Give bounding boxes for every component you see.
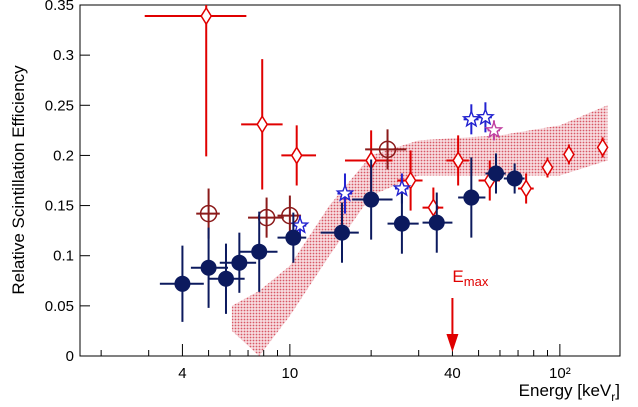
x-tick-label: 4 (178, 365, 186, 382)
marker (475, 107, 495, 126)
marker (256, 114, 269, 134)
marker (506, 170, 523, 187)
marker (290, 146, 303, 165)
annotation: Emax (452, 267, 488, 289)
marker (281, 206, 299, 225)
marker (520, 179, 533, 198)
band-layer (231, 105, 608, 356)
x-axis-label-sub: r (611, 390, 615, 404)
marker (334, 224, 351, 241)
uncertainty-band (231, 105, 608, 356)
marker (541, 158, 554, 177)
y-tick-label: 0.35 (45, 0, 74, 14)
y-tick-label: 0.3 (53, 47, 74, 64)
marker (200, 259, 217, 276)
x-tick-label: 10 (282, 365, 299, 382)
marker (363, 191, 380, 208)
marker (378, 140, 397, 159)
marker (335, 183, 355, 202)
marker (428, 214, 445, 231)
marker (231, 254, 248, 271)
x-tick-label: 40 (444, 365, 461, 382)
marker (461, 109, 481, 128)
marker (174, 275, 191, 292)
y-tick-label: 0.1 (53, 248, 74, 265)
points-layer (144, 5, 609, 322)
marker (217, 270, 234, 287)
marker (484, 120, 504, 139)
x-axis-label: Energy [keVr] (519, 381, 620, 404)
y-tick-label: 0.2 (53, 147, 74, 164)
marker (452, 151, 465, 170)
marker (200, 6, 213, 26)
x-axis-label-main: Energy [keV (519, 381, 612, 400)
y-tick-label: 0.15 (45, 198, 74, 215)
x-tick-label: 10² (549, 365, 571, 382)
y-tick-label: 0.05 (45, 298, 74, 315)
marker (487, 165, 504, 182)
marker (285, 229, 302, 246)
annotation-sub: max (464, 274, 489, 289)
marker (199, 204, 218, 223)
marker (563, 145, 575, 164)
marker (393, 215, 410, 232)
x-axis-label-close: ] (615, 381, 620, 400)
marker (596, 137, 609, 157)
marker (404, 171, 417, 190)
y-tick-label: 0.25 (45, 97, 74, 114)
annotation-arrowhead (446, 334, 459, 352)
marker (463, 189, 480, 206)
annotation-main: E (452, 267, 463, 286)
marker (251, 243, 268, 260)
marker (392, 178, 412, 197)
y-axis-label: Relative Scintillation Efficiency (9, 65, 28, 295)
y-tick-label: 0 (66, 348, 74, 365)
plot-frame (79, 4, 621, 357)
